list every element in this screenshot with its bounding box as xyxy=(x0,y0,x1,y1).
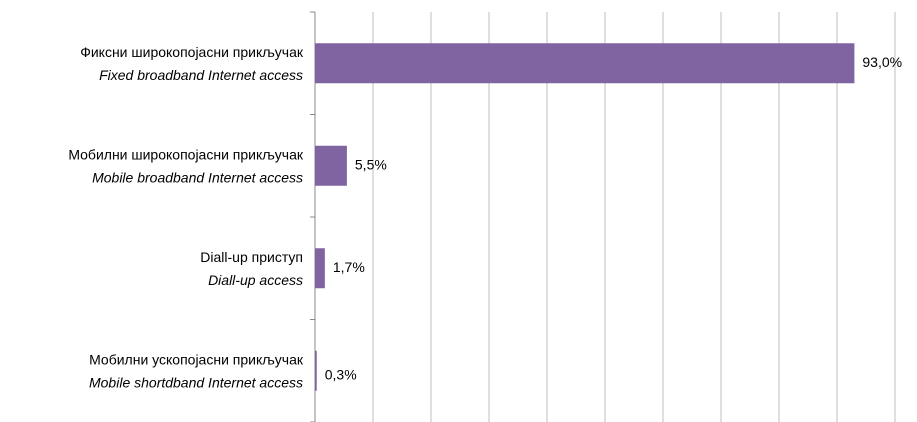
bar xyxy=(315,145,347,186)
bar xyxy=(315,248,325,289)
bar xyxy=(315,43,855,84)
value-label: 5,5% xyxy=(355,156,387,172)
value-label: 93,0% xyxy=(862,54,902,70)
category-label-en: Fixed broadband Internet access xyxy=(99,67,303,83)
value-label: 1,7% xyxy=(333,259,365,275)
category-label: Мобилни ускопојасни прикључак xyxy=(89,351,304,367)
category-label: Фиксни широкопојасни прикључак xyxy=(80,44,304,60)
category-label-en: Mobile shortdband Internet access xyxy=(89,374,303,390)
bar xyxy=(315,350,317,391)
category-label-en: Mobile broadband Internet access xyxy=(92,169,303,185)
value-label: 0,3% xyxy=(325,366,357,382)
category-label: Diall-up приступ xyxy=(200,249,303,265)
category-label: Мобилни широкопојасни прикључак xyxy=(68,146,304,162)
category-label-en: Diall-up access xyxy=(208,272,303,288)
